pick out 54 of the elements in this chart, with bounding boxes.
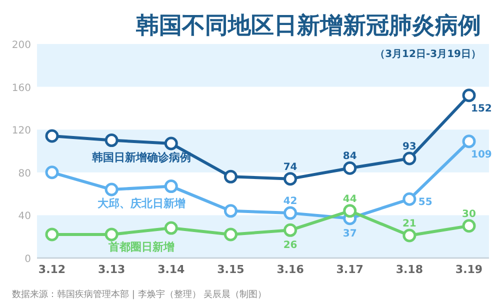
y-tick-label: 80 bbox=[18, 168, 31, 180]
data-label: 55 bbox=[418, 197, 432, 208]
point bbox=[462, 88, 476, 102]
x-tick-label: 3.18 bbox=[396, 263, 423, 276]
series-label: 首都圈日新增 bbox=[107, 240, 174, 254]
y-tick-label: 40 bbox=[18, 211, 31, 222]
point bbox=[343, 161, 357, 175]
x-tick-label: 3.19 bbox=[455, 263, 483, 276]
point bbox=[164, 180, 178, 194]
data-label: 42 bbox=[283, 196, 298, 208]
data-label: 37 bbox=[342, 228, 357, 240]
point bbox=[343, 204, 357, 218]
x-tick-label: 3.14 bbox=[158, 263, 186, 276]
data-label: 30 bbox=[462, 208, 476, 220]
x-tick-label: 3.12 bbox=[38, 263, 66, 276]
point bbox=[104, 228, 118, 242]
data-label: 93 bbox=[402, 141, 416, 152]
data-label: 26 bbox=[283, 240, 298, 252]
chart-subtitle: （3月12日-3月19日） bbox=[375, 49, 481, 60]
data-label: 84 bbox=[342, 151, 357, 162]
y-tick-label: 120 bbox=[12, 126, 31, 137]
data-label: 44 bbox=[342, 194, 357, 205]
data-label: 109 bbox=[471, 149, 492, 160]
point bbox=[284, 206, 298, 220]
point bbox=[224, 170, 238, 184]
point bbox=[45, 166, 59, 180]
point bbox=[104, 182, 118, 196]
y-tick-label: 160 bbox=[12, 82, 31, 94]
point bbox=[402, 228, 416, 242]
source-note: 数据来源：韩国疾病管理本部 | 李焕宇（整理） 吴辰晨（制图） bbox=[12, 289, 267, 300]
point bbox=[402, 152, 416, 166]
data-label: 152 bbox=[471, 103, 492, 114]
point bbox=[224, 228, 238, 242]
point bbox=[462, 134, 476, 148]
point bbox=[164, 136, 178, 150]
series-label: 大邱、庆北日新增 bbox=[97, 196, 186, 210]
point bbox=[402, 192, 416, 206]
point bbox=[104, 134, 118, 148]
x-tick-label: 3.17 bbox=[336, 263, 364, 276]
point bbox=[45, 228, 59, 242]
point bbox=[284, 172, 298, 186]
point bbox=[284, 223, 298, 237]
x-tick-label: 3.15 bbox=[217, 263, 244, 276]
data-label: 74 bbox=[283, 162, 298, 173]
x-tick-label: 3.13 bbox=[98, 263, 126, 276]
point bbox=[45, 129, 59, 143]
y-tick-label: 0 bbox=[24, 254, 31, 265]
chart-title: 韩国不同地区日新增新冠肺炎病例 bbox=[135, 12, 481, 39]
point bbox=[462, 219, 476, 233]
x-tick-label: 3.16 bbox=[276, 263, 304, 276]
point bbox=[224, 204, 238, 218]
point bbox=[164, 221, 178, 235]
data-label: 21 bbox=[402, 218, 416, 230]
y-tick-label: 200 bbox=[12, 40, 31, 51]
